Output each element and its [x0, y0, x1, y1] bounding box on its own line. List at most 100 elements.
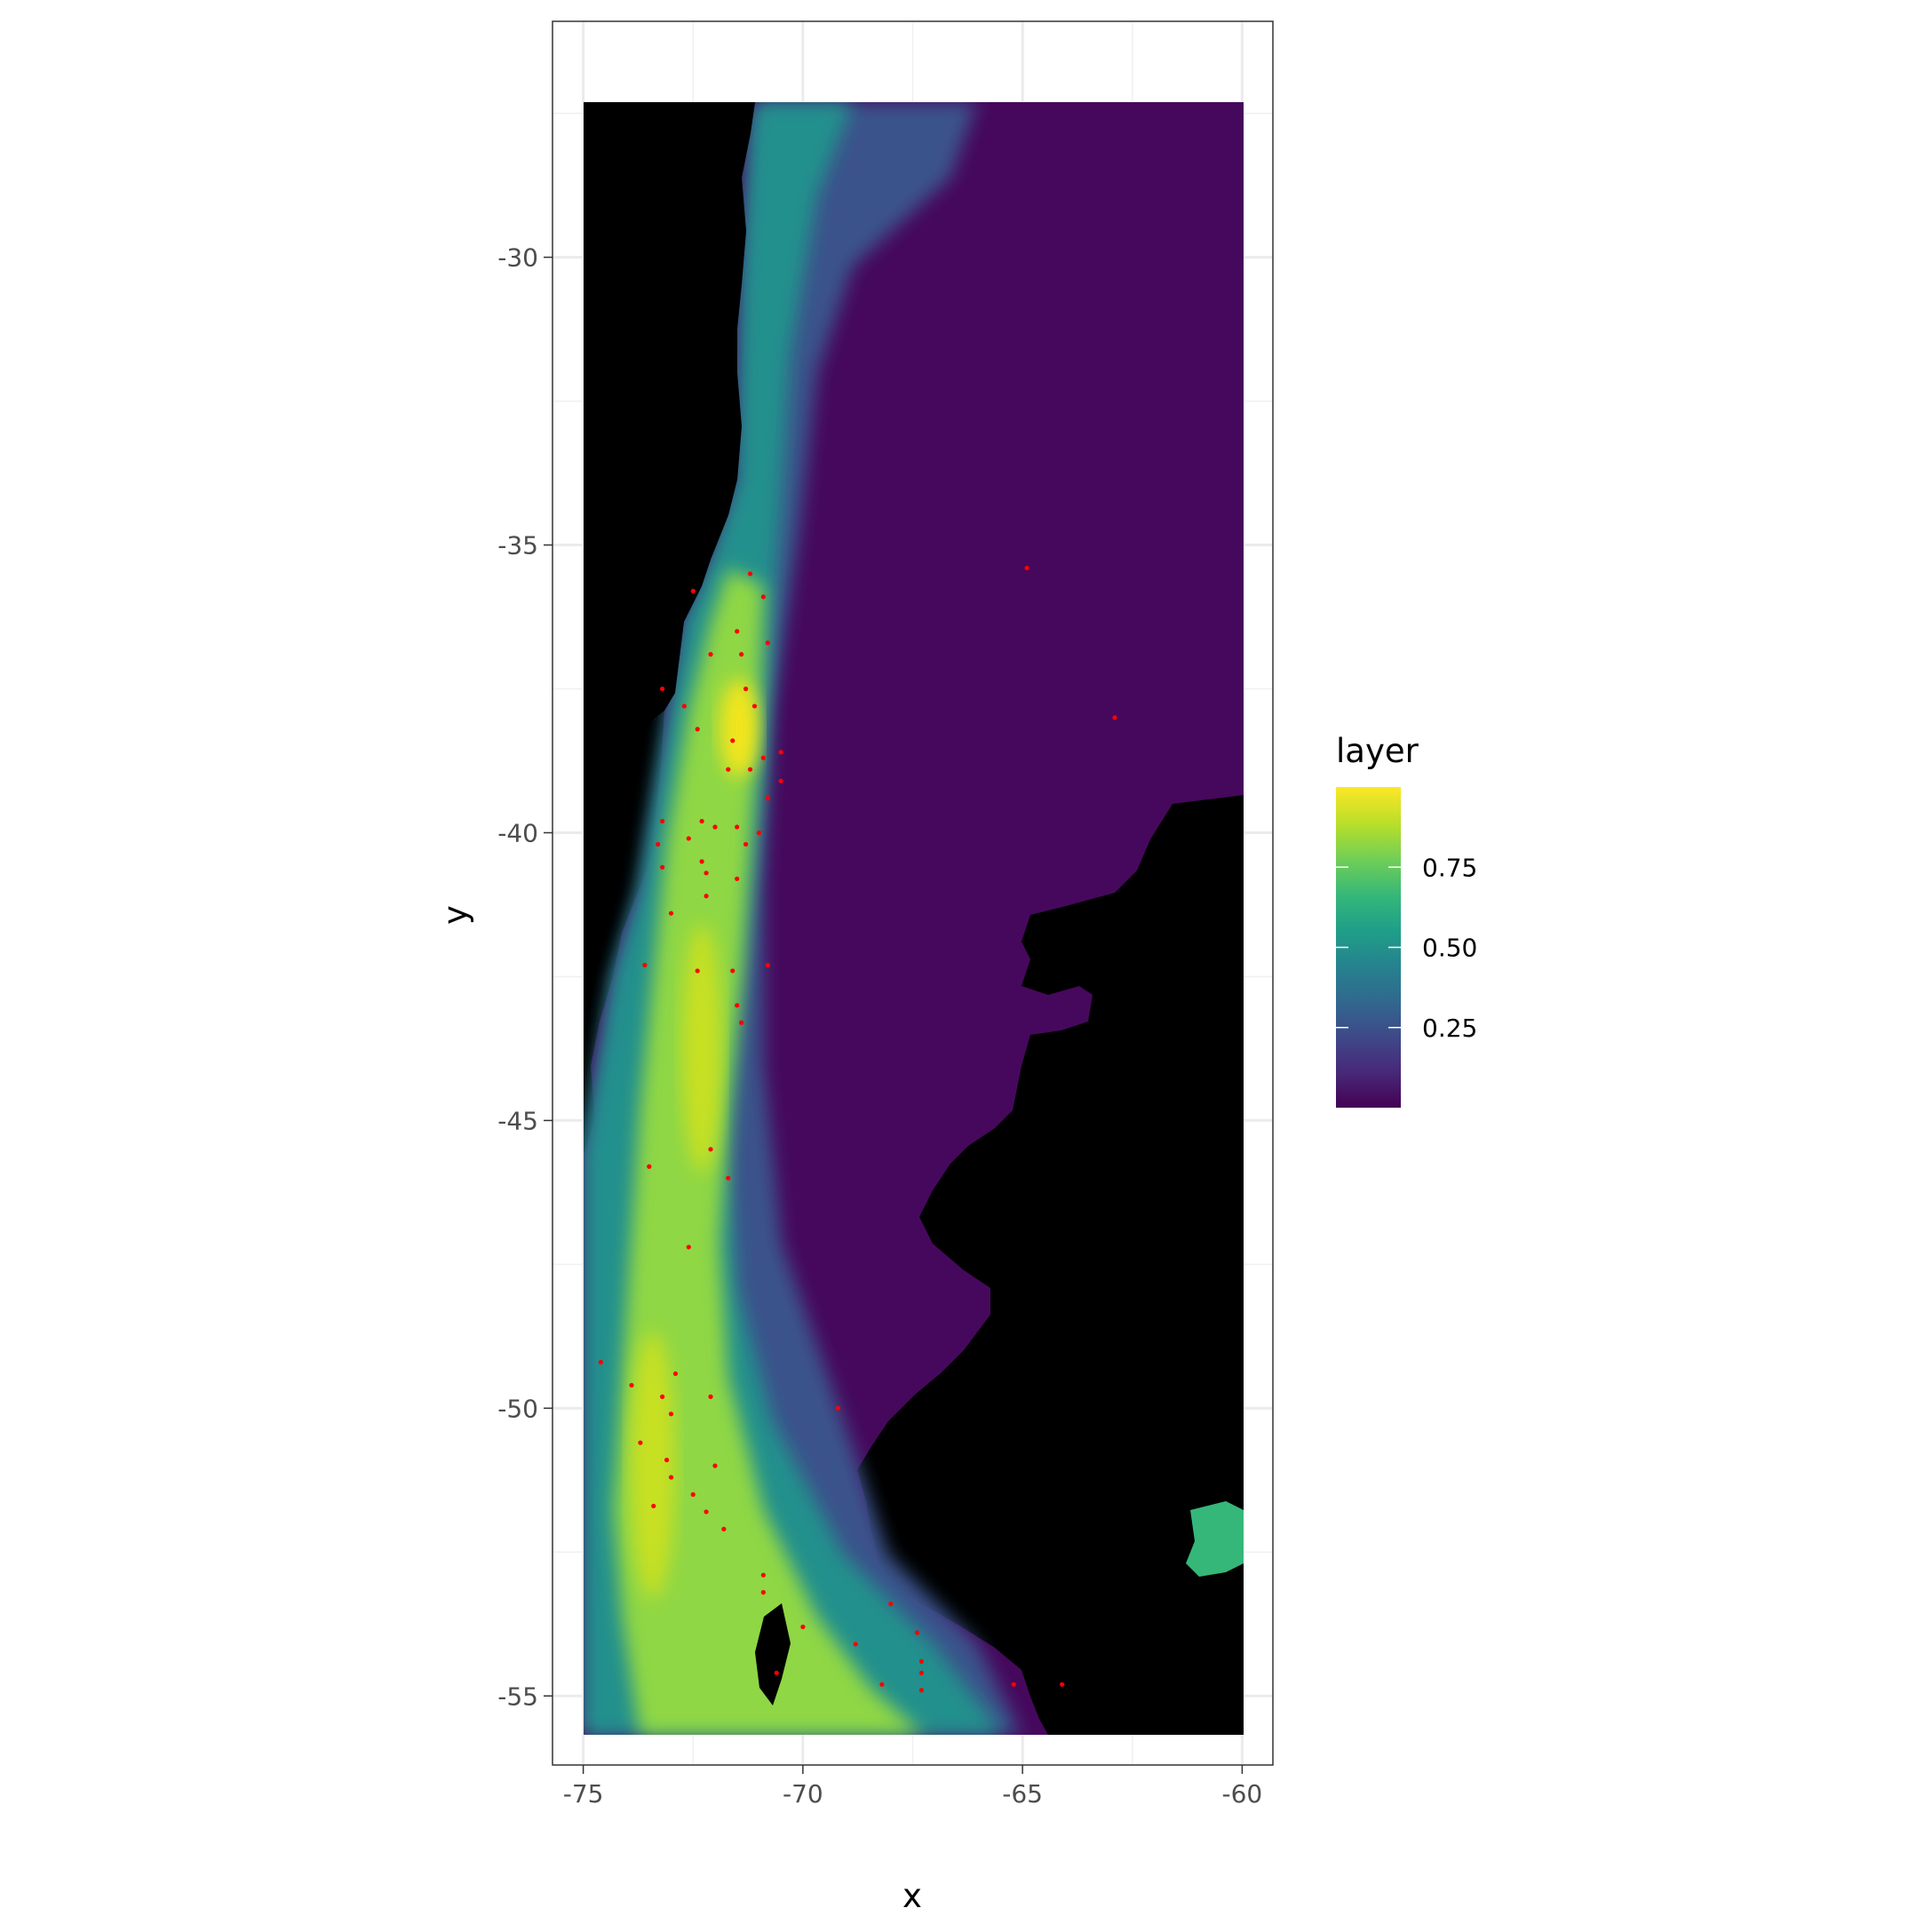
occurrence-point	[747, 571, 753, 576]
occurrence-point	[708, 1147, 713, 1152]
occurrence-point	[835, 1405, 841, 1411]
occurrence-point	[695, 968, 700, 974]
hotspot-central	[682, 924, 721, 1173]
raster-layer	[584, 102, 1244, 1735]
occurrence-point	[735, 1003, 740, 1008]
occurrence-point	[708, 652, 713, 657]
occurrence-point	[686, 1244, 691, 1250]
y-tick-label: -35	[497, 531, 538, 561]
legend-tick-label: 0.75	[1422, 853, 1477, 882]
occurrence-point	[1024, 565, 1030, 571]
y-tick-label: -50	[497, 1394, 538, 1423]
occurrence-point	[651, 1503, 656, 1509]
occurrence-point	[708, 1394, 713, 1399]
y-tick-label: -45	[497, 1106, 538, 1135]
falklands	[1186, 1501, 1244, 1577]
occurrence-point	[743, 841, 749, 847]
occurrence-point	[660, 1394, 665, 1399]
occurrence-point	[1112, 715, 1117, 720]
occurrence-point	[778, 750, 783, 755]
x-tick-label: -75	[563, 1779, 604, 1809]
occurrence-point	[664, 1458, 670, 1463]
occurrence-point	[853, 1642, 858, 1647]
x-tick-label: -65	[1002, 1779, 1043, 1809]
occurrence-point	[735, 629, 740, 634]
occurrence-point	[739, 1020, 744, 1025]
occurrence-point	[660, 818, 665, 824]
occurrence-point	[1060, 1682, 1065, 1687]
occurrence-point	[918, 1670, 924, 1675]
occurrence-point	[704, 894, 709, 899]
occurrence-point	[730, 738, 735, 743]
occurrence-point	[879, 1682, 885, 1687]
y-tick-label: -55	[497, 1682, 538, 1711]
occurrence-point	[647, 1164, 652, 1169]
y-axis: -30 -35 -40 -45 -50 -55	[497, 243, 553, 1711]
occurrence-point	[888, 1602, 894, 1607]
occurrence-point	[743, 686, 749, 692]
occurrence-point	[760, 1590, 766, 1595]
land-high	[613, 568, 924, 1735]
occurrence-point	[778, 778, 783, 783]
occurrence-point	[681, 704, 687, 709]
occurrence-point	[760, 594, 766, 600]
occurrence-point	[726, 1175, 731, 1181]
occurrence-point	[735, 824, 740, 830]
occurrence-point	[660, 864, 665, 870]
occurrence-points	[598, 565, 1117, 1693]
legend-tick-label: 0.25	[1422, 1014, 1477, 1043]
occurrence-point	[739, 652, 744, 657]
occurrence-point	[765, 640, 770, 646]
occurrence-point	[598, 1359, 603, 1365]
occurrence-point	[730, 968, 735, 974]
occurrence-point	[751, 704, 758, 709]
strait-magellan	[755, 1603, 791, 1705]
ocean-west	[584, 102, 755, 1066]
occurrence-point	[747, 767, 753, 772]
occurrence-point	[699, 859, 704, 864]
occurrence-point	[735, 876, 740, 881]
legend-title: layer	[1336, 732, 1419, 770]
occurrence-point	[672, 1371, 679, 1377]
occurrence-point	[642, 962, 648, 968]
x-tick-label: -60	[1222, 1779, 1263, 1809]
occurrence-point	[699, 818, 704, 824]
occurrence-point	[704, 871, 709, 876]
y-axis-title: y	[436, 905, 474, 925]
occurrence-point	[712, 1463, 718, 1468]
occurrence-point	[629, 1382, 634, 1388]
occurrence-point	[668, 910, 674, 916]
legend-ticks: 0.25 0.50 0.75	[1336, 853, 1477, 1043]
legend: layer 0.25 0.50 0.75	[1336, 732, 1477, 1108]
hotspot-south	[631, 1332, 675, 1599]
y-tick-label: -30	[497, 243, 538, 273]
legend-tick-label: 0.50	[1422, 934, 1477, 963]
occurrence-point	[690, 1491, 696, 1498]
occurrence-point	[800, 1624, 806, 1630]
occurrence-point	[695, 727, 700, 732]
occurrence-point	[668, 1475, 674, 1480]
occurrence-point	[765, 962, 770, 968]
occurrence-point	[774, 1670, 779, 1675]
occurrence-point	[690, 588, 696, 593]
occurrence-point	[721, 1526, 727, 1531]
occurrence-point	[1011, 1682, 1016, 1687]
occurrence-point	[660, 686, 665, 692]
occurrence-point	[704, 1509, 709, 1515]
x-axis: -75 -70 -65 -60	[563, 1765, 1263, 1809]
occurrence-point	[756, 830, 762, 836]
occurrence-point	[656, 841, 661, 847]
hotspot-north	[720, 680, 759, 777]
occurrence-point	[765, 796, 770, 801]
occurrence-point	[686, 836, 691, 841]
occurrence-point	[668, 1411, 674, 1417]
x-axis-title: x	[902, 1877, 922, 1915]
panel-border	[552, 20, 1274, 1766]
occurrence-point	[638, 1440, 643, 1445]
occurrence-point	[918, 1658, 924, 1664]
occurrence-point	[712, 824, 718, 830]
y-tick-label: -40	[497, 818, 538, 847]
occurrence-point	[760, 1572, 766, 1578]
occurrence-point	[918, 1688, 924, 1693]
